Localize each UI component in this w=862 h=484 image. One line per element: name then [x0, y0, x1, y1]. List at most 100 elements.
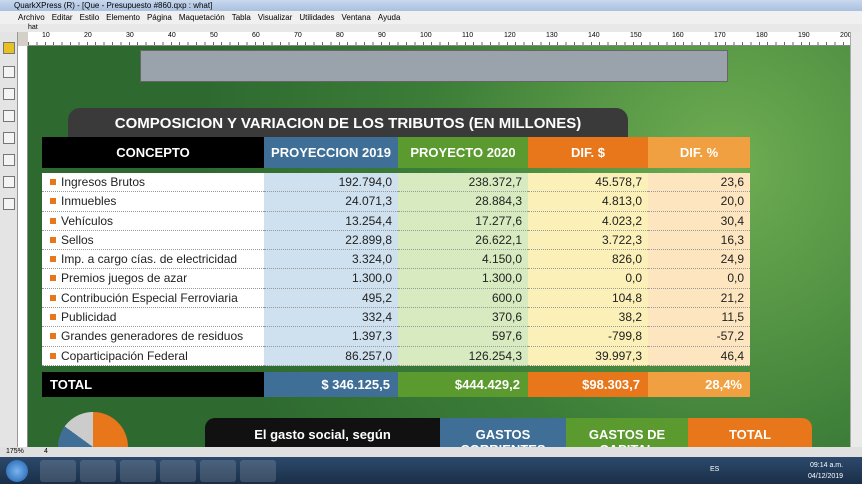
app-icon[interactable]: [160, 460, 196, 482]
table-cell: 4.150,0: [398, 250, 528, 270]
tool[interactable]: [3, 154, 15, 166]
language[interactable]: ES: [710, 466, 720, 473]
table-cell: 30,4: [648, 211, 750, 231]
menu-item[interactable]: Editar: [51, 13, 73, 22]
table-cell: 1.300,0: [398, 269, 528, 289]
status-bar: 175% 4: [0, 447, 862, 457]
total-cell: $98.303,7: [528, 372, 648, 397]
table-title: COMPOSICION Y VARIACION DE LOS TRIBUTOS …: [68, 108, 628, 138]
table-cell: 45.578,7: [528, 173, 648, 193]
menu-item[interactable]: Ventana: [341, 13, 371, 22]
menu-item[interactable]: Estilo: [79, 13, 100, 22]
next-title: El gasto social, según: [205, 418, 440, 447]
total-cell: TOTAL: [42, 372, 264, 397]
table-cell: 1.397,3: [264, 327, 398, 347]
ruler-label: 50: [210, 32, 218, 39]
ruler-label: 90: [378, 32, 386, 39]
title-bar: QuarkXPress (R) - [Que - Presupuesto #86…: [0, 0, 862, 11]
table-cell: 0,0: [648, 269, 750, 289]
table-cell: Inmuebles: [42, 192, 264, 212]
column-header: DIF. %: [648, 137, 750, 168]
table-cell: 4.813,0: [528, 192, 648, 212]
start-button[interactable]: [6, 460, 28, 482]
table-cell: -57,2: [648, 327, 750, 347]
table-cell: Grandes generadores de residuos: [42, 327, 264, 347]
table-cell: 11,5: [648, 308, 750, 328]
ruler-label: 60: [252, 32, 260, 39]
tool[interactable]: [3, 88, 15, 100]
menu-item[interactable]: Archivo: [18, 13, 45, 22]
table-cell: Vehículos: [42, 211, 264, 231]
table-cell: Sellos: [42, 230, 264, 251]
taskbar: ES 09:14 a.m. 04/12/2019: [0, 457, 862, 484]
next-header: GASTOS CORRIENTES: [440, 418, 566, 447]
menu-bar: Archivo Editar Estilo Elemento Página Maqueta…: [0, 11, 862, 24]
pie-fragment: [58, 412, 128, 447]
menu-item[interactable]: Utilidades: [299, 13, 335, 22]
table-cell: 3.722,3: [528, 230, 648, 251]
table-cell: 86.257,0: [264, 346, 398, 366]
table-cell: 21,2: [648, 288, 750, 309]
empty-box: [140, 50, 728, 82]
app-icon[interactable]: [40, 460, 76, 482]
table-cell: 28.884,3: [398, 192, 528, 212]
table-cell: 370,6: [398, 308, 528, 328]
ruler-label: 10: [42, 32, 50, 39]
table-cell: 23,6: [648, 173, 750, 193]
tool[interactable]: [3, 42, 15, 54]
table-cell: Coparticipación Federal: [42, 346, 264, 366]
table-cell: 826,0: [528, 250, 648, 270]
tool[interactable]: [3, 110, 15, 122]
total-cell: $ 346.125,5: [264, 372, 398, 397]
scrollbar[interactable]: [850, 32, 862, 447]
tool[interactable]: [3, 176, 15, 188]
menu-item[interactable]: Maquetación: [178, 13, 225, 22]
menu-item[interactable]: Tabla: [231, 13, 251, 22]
tool[interactable]: [3, 198, 15, 210]
menu-item[interactable]: Ayuda: [377, 13, 401, 22]
table-cell: 126.254,3: [398, 346, 528, 366]
document: COMPOSICION Y VARIACION DE LOS TRIBUTOS …: [28, 46, 850, 447]
table-cell: 238.372,7: [398, 173, 528, 193]
vertical-ruler: [18, 46, 28, 447]
table-header: CONCEPTO PROYECCION 2019 PROYECTO 2020 DIF.…: [42, 137, 750, 168]
ruler-label: 150: [630, 32, 642, 39]
table-cell: 24.071,3: [264, 192, 398, 212]
table-cell: Premios juegos de azar: [42, 269, 264, 289]
table-cell: 3.324,0: [264, 250, 398, 270]
menu-item[interactable]: Visualizar: [257, 13, 293, 22]
table-cell: 46,4: [648, 346, 750, 366]
table-cell: Ingresos Brutos: [42, 173, 264, 193]
table-cell: 22.899,8: [264, 230, 398, 251]
table-cell: 0,0: [528, 269, 648, 289]
tool[interactable]: [3, 132, 15, 144]
next-header: TOTAL: [688, 418, 812, 447]
ruler-label: 20: [84, 32, 92, 39]
ruler-label: 190: [798, 32, 810, 39]
ruler-label: 120: [504, 32, 516, 39]
app-icon[interactable]: [120, 460, 156, 482]
table-cell: 104,8: [528, 288, 648, 309]
page-number[interactable]: 4: [44, 448, 48, 455]
total-row: TOTAL $ 346.125,5 $444.429,2 $98.303,7 28,4%: [42, 372, 750, 397]
tool[interactable]: [3, 66, 15, 78]
table-body: Ingresos Brutos 192.794,0 238.372,7 45.578,…: [42, 173, 750, 366]
ruler: 10 20 30 40 50 60 70 80 90 100 110 120 130 140 150 160 1…: [28, 32, 852, 46]
ruler-label: 110: [462, 32, 474, 39]
ruler-label: 80: [336, 32, 344, 39]
table-cell: 17.277,6: [398, 211, 528, 231]
menu-item[interactable]: Elemento: [106, 13, 140, 22]
zoom[interactable]: 175%: [6, 448, 24, 455]
menu-item[interactable]: Página: [146, 13, 172, 22]
column-header: PROYECTO 2020: [398, 137, 528, 168]
app-icon[interactable]: [240, 460, 276, 482]
app-icon[interactable]: [80, 460, 116, 482]
table-cell: 38,2: [528, 308, 648, 328]
table-cell: Publicidad: [42, 308, 264, 328]
table-cell: 1.300,0: [264, 269, 398, 289]
table-cell: 192.794,0: [264, 173, 398, 193]
app-icon[interactable]: [200, 460, 236, 482]
doc-tab[interactable]: hat: [0, 24, 862, 32]
table-cell: Contribución Especial Ferroviaria: [42, 288, 264, 309]
